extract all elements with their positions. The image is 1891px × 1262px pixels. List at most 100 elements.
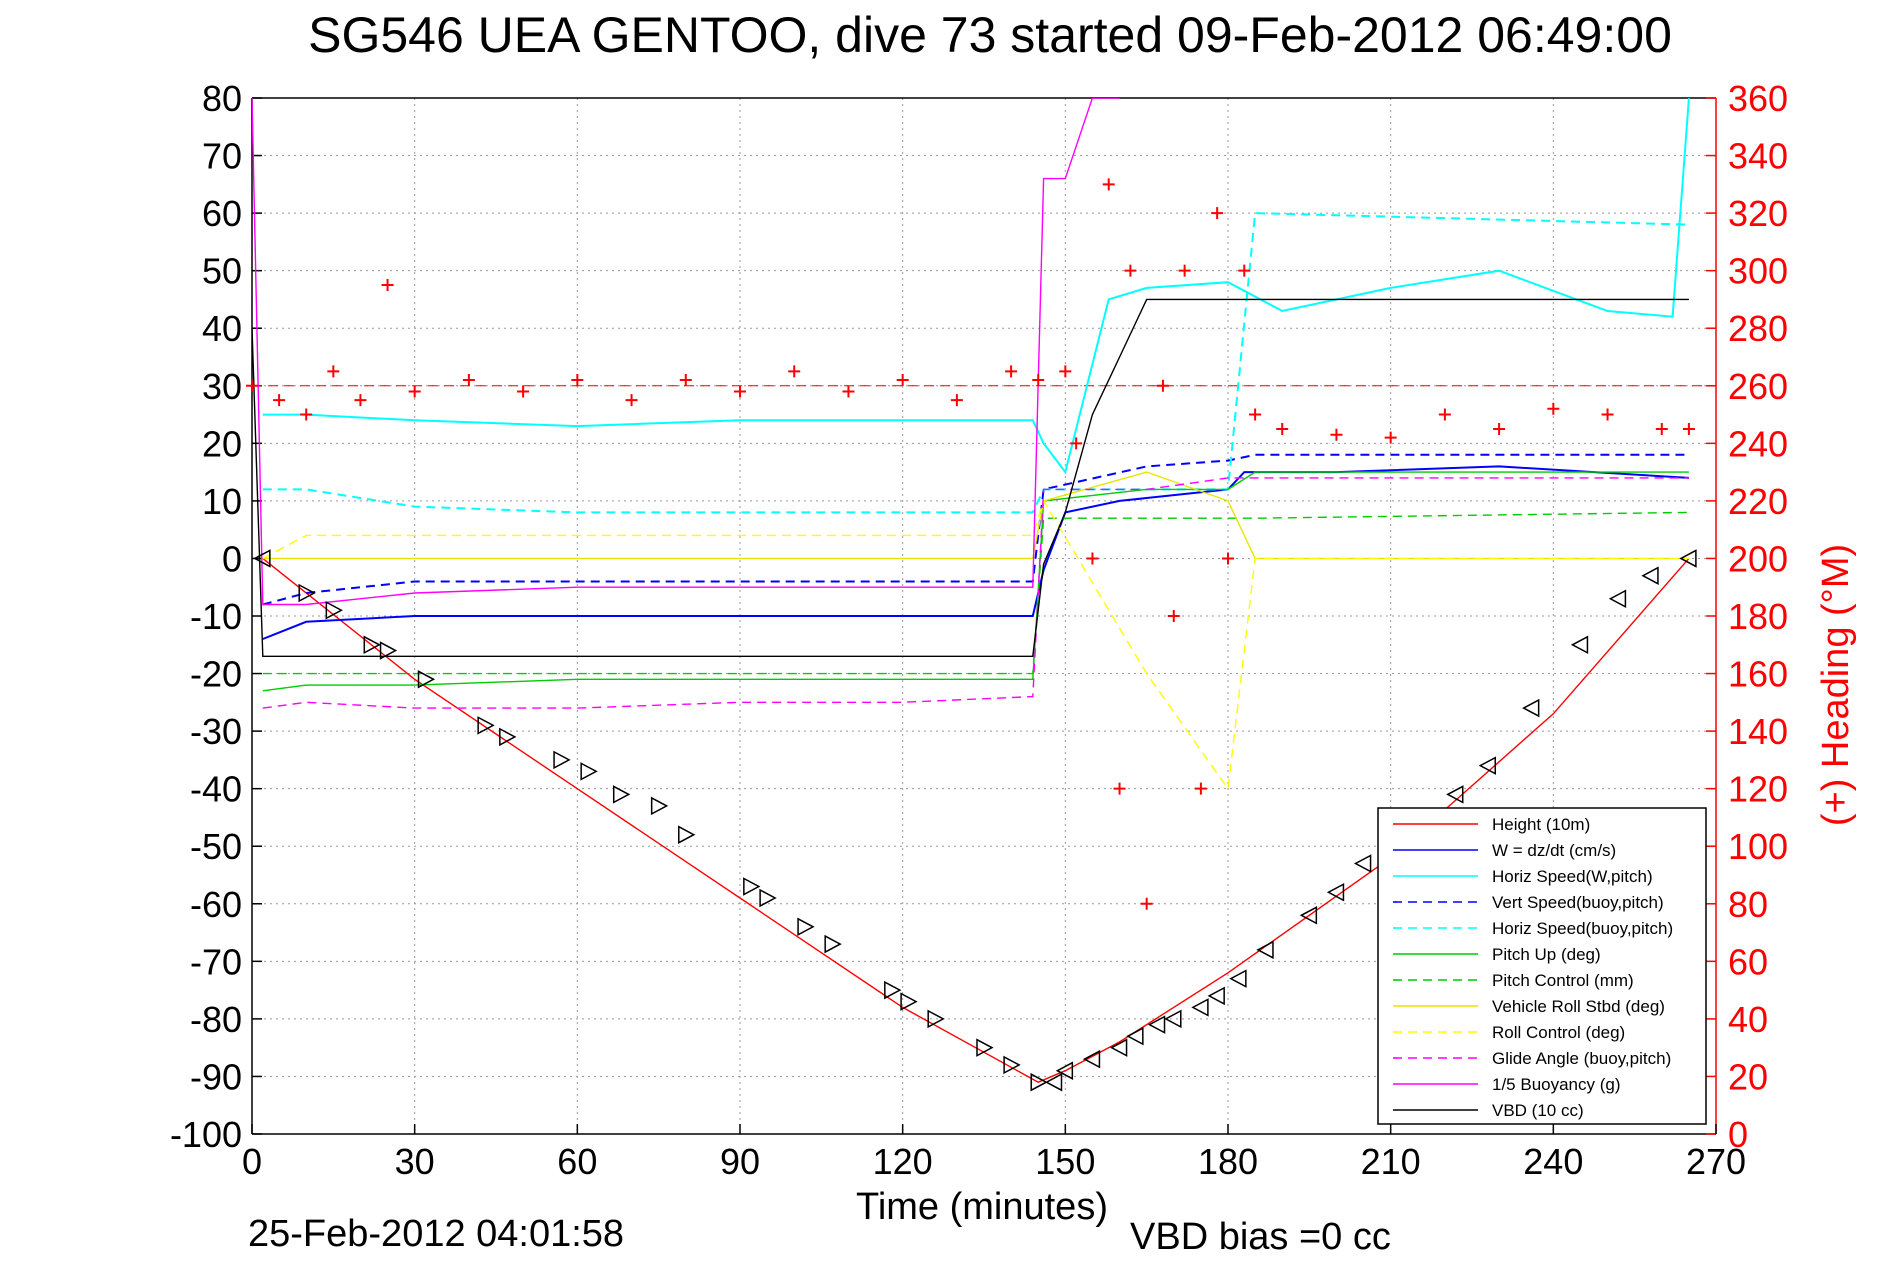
y-tick-label: -80 — [190, 999, 242, 1040]
heading-point — [1086, 552, 1099, 565]
depth-marker — [1353, 854, 1372, 873]
y2-tick-label: 100 — [1728, 826, 1788, 867]
y-tick-label: 0 — [222, 538, 242, 579]
y-tick-label: 60 — [202, 193, 242, 234]
depth-marker — [884, 980, 902, 1000]
depth-marker — [650, 796, 669, 816]
y2-tick-label: 120 — [1728, 769, 1788, 810]
y2-tick-label: 20 — [1728, 1056, 1768, 1097]
depth-marker — [1641, 566, 1659, 585]
heading-point — [1547, 402, 1560, 415]
series-line-3 — [262, 453, 1689, 606]
heading-point — [354, 394, 367, 407]
x-tick-label: 150 — [1035, 1141, 1095, 1182]
depth-marker — [1207, 986, 1225, 1006]
heading-point — [300, 408, 313, 421]
y2-tick-label: 260 — [1728, 366, 1788, 407]
y-tick-label: 40 — [202, 308, 242, 349]
x-axis-tick-labels: 0 30 60 90 120 150 180 210 240 270 — [242, 1141, 1746, 1182]
depth-marker — [1109, 1038, 1128, 1057]
depth-marker — [1055, 1061, 1074, 1080]
y2-tick-label: 140 — [1728, 711, 1788, 752]
x-tick-label: 240 — [1523, 1141, 1583, 1182]
depth-marker — [253, 549, 271, 568]
depth-marker — [900, 992, 918, 1011]
depth-marker — [1030, 1072, 1048, 1092]
y2-tick-label: 60 — [1728, 941, 1768, 982]
x-tick-label: 180 — [1198, 1141, 1258, 1182]
y-tick-label: -30 — [190, 711, 242, 752]
y-tick-label: -10 — [190, 596, 242, 637]
heading-point — [896, 374, 909, 387]
footer-timestamp: 25-Feb-2012 04:01:58 — [248, 1213, 624, 1255]
depth-marker — [743, 877, 761, 896]
series-line-4 — [262, 212, 1689, 514]
depth-marker — [553, 750, 571, 770]
heading-markers — [246, 178, 1695, 910]
depth-marker — [1082, 1049, 1101, 1069]
x-tick-label: 30 — [395, 1141, 435, 1182]
heading-point — [327, 365, 340, 378]
depth-marker — [1126, 1026, 1144, 1046]
x-tick-label: 120 — [873, 1141, 933, 1182]
y2-tick-label: 320 — [1728, 193, 1788, 234]
y2-tick-label: 0 — [1728, 1114, 1748, 1155]
y-tick-label: 70 — [202, 136, 242, 177]
series-line-2 — [262, 98, 1690, 475]
x-tick-label: 60 — [557, 1141, 597, 1182]
heading-point — [1113, 782, 1126, 795]
y2-tick-label: 180 — [1728, 596, 1788, 637]
heading-point — [1140, 897, 1153, 910]
heading-point — [1384, 431, 1397, 444]
y-tick-label: 50 — [202, 251, 242, 292]
legend-label-3: Vert Speed(buoy,pitch) — [1492, 893, 1664, 912]
series-line-7 — [262, 471, 1689, 560]
heading-point — [1070, 437, 1083, 450]
depth-marker — [1044, 1072, 1063, 1092]
depth-marker — [976, 1038, 994, 1057]
depth-marker — [1679, 549, 1697, 568]
depth-marker — [1522, 698, 1540, 718]
depth-markers — [253, 549, 1697, 1092]
series-line-5 — [262, 471, 1689, 692]
series-line-9 — [262, 477, 1689, 709]
y2-tick-label: 220 — [1728, 481, 1788, 522]
depth-marker — [1608, 589, 1627, 608]
y-tick-label: -20 — [190, 654, 242, 695]
y-tick-label: 20 — [202, 423, 242, 464]
depth-marker — [325, 600, 343, 620]
y2-axis-tick-labels: 3603403203002802602402202001801601401201… — [1728, 78, 1788, 1155]
heading-point — [1005, 365, 1018, 378]
x-tick-label: 210 — [1361, 1141, 1421, 1182]
heading-point — [517, 385, 530, 398]
legend-label-6: Pitch Control (mm) — [1492, 971, 1634, 990]
heading-point — [1167, 610, 1180, 622]
series-layer — [252, 98, 1690, 1083]
depth-marker — [298, 583, 316, 603]
depth-marker — [363, 635, 381, 655]
y2-tick-label: 280 — [1728, 308, 1788, 349]
depth-marker — [1229, 969, 1247, 988]
y-tick-label: 10 — [202, 481, 242, 522]
heading-point — [1655, 422, 1668, 435]
depth-marker — [1570, 635, 1589, 655]
depth-marker — [1164, 1009, 1182, 1029]
y2-tick-label: 340 — [1728, 136, 1788, 177]
heading-point — [1438, 408, 1451, 421]
heading-point — [1194, 782, 1207, 795]
depth-marker — [1256, 940, 1274, 960]
depth-marker — [797, 917, 815, 937]
series-line-8 — [262, 499, 1689, 791]
heading-point — [625, 394, 638, 407]
series-line-1 — [262, 465, 1689, 640]
depth-marker — [1191, 998, 1209, 1017]
heading-point — [788, 365, 801, 378]
y-tick-label: -90 — [190, 1056, 242, 1097]
depth-marker — [1478, 756, 1497, 775]
legend-label-5: Pitch Up (deg) — [1492, 945, 1601, 964]
plot-axes — [251, 97, 1717, 1135]
legend-label-7: Vehicle Roll Stbd (deg) — [1492, 997, 1665, 1016]
heading-point — [1601, 408, 1614, 421]
legend-label-8: Roll Control (deg) — [1492, 1023, 1625, 1042]
heading-point — [273, 394, 286, 407]
